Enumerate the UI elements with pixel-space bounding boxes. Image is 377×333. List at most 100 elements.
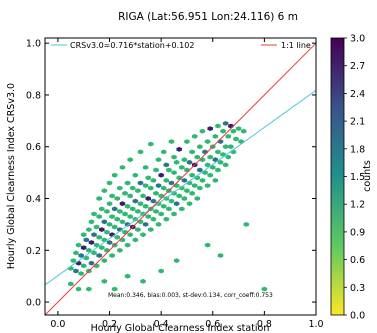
data-point: [215, 149, 221, 155]
legend: CRSv3.0=0.716*station+0.102 1:1 line: [51, 41, 311, 50]
data-point: [173, 183, 180, 188]
data-point: [124, 203, 131, 209]
x-axis-label: Hourly Global Clearness Index station: [91, 323, 270, 333]
data-point: [166, 167, 172, 173]
data-point: [114, 234, 120, 240]
data-point: [109, 214, 115, 219]
colorbar-tick-label: 0.3: [350, 283, 365, 294]
data-point: [222, 162, 229, 168]
data-point: [217, 159, 224, 165]
data-point: [210, 165, 216, 170]
data-point: [127, 214, 133, 219]
data-point: [135, 227, 141, 232]
data-point: [179, 185, 185, 191]
data-point: [135, 209, 141, 214]
data-point: [114, 196, 120, 201]
data-point: [148, 227, 154, 232]
data-point: [186, 159, 193, 165]
data-point: [166, 206, 172, 212]
fit-lines: [44, 42, 317, 316]
data-point: [189, 190, 195, 196]
data-point: [91, 250, 97, 256]
data-point: [96, 214, 102, 219]
data-point: [78, 271, 84, 276]
data-point: [117, 209, 123, 214]
colorbar-tick-label: 0.0: [350, 311, 365, 322]
plot-frame: [44, 37, 317, 316]
data-point: [124, 222, 131, 227]
identity-line: [44, 42, 317, 316]
data-point: [137, 149, 144, 155]
data-point: [163, 216, 170, 222]
data-point: [83, 237, 90, 243]
data-point: [261, 286, 268, 292]
colorbar-tick-label: 2.7: [350, 61, 365, 72]
data-point: [78, 253, 84, 258]
data-point: [137, 180, 144, 186]
data-point: [127, 193, 133, 199]
data-point: [222, 121, 229, 126]
data-point: [101, 219, 108, 225]
data-point: [194, 154, 200, 160]
data-point: [140, 278, 146, 284]
data-point: [124, 242, 131, 248]
data-point: [191, 134, 198, 139]
data-point: [158, 268, 164, 274]
data-point: [124, 273, 131, 279]
x-tick-label: 0.8: [257, 319, 272, 330]
data-point: [179, 165, 185, 170]
data-point: [197, 185, 203, 191]
data-point: [142, 183, 149, 188]
data-point: [207, 154, 213, 160]
data-point: [145, 214, 151, 219]
x-tick-label: 0.6: [205, 319, 220, 330]
data-point: [80, 245, 87, 251]
data-point: [215, 123, 221, 129]
data-point: [184, 139, 190, 144]
data-point: [241, 128, 247, 134]
data-point: [106, 240, 113, 245]
data-point: [161, 203, 167, 209]
y-tick-label: 0.6: [26, 142, 41, 153]
data-point: [88, 240, 95, 245]
data-point: [181, 157, 188, 163]
y-tick-label: 0.8: [26, 90, 41, 101]
data-point: [197, 167, 203, 173]
data-point: [119, 219, 126, 225]
data-point: [75, 286, 82, 292]
data-point: [168, 180, 175, 186]
data-point: [111, 172, 118, 178]
colorbar-tick-label: 1.5: [350, 172, 365, 183]
data-point: [137, 201, 144, 207]
data-point: [111, 224, 118, 230]
data-point: [75, 260, 82, 266]
x-tick-label: 0.0: [50, 319, 65, 330]
data-point: [68, 281, 74, 287]
data-point: [88, 219, 95, 225]
data-point: [207, 172, 213, 178]
data-point: [119, 201, 126, 207]
data-point: [106, 222, 113, 227]
data-point: [148, 185, 154, 191]
data-point: [109, 193, 115, 199]
data-point: [228, 144, 234, 150]
x-axis-ticks: 0.0 0.2 0.4 0.6 0.8 1.0: [50, 38, 324, 330]
data-point: [197, 144, 203, 150]
data-point: [153, 209, 159, 214]
colorbar-label: counts: [362, 160, 373, 192]
data-point: [99, 227, 105, 232]
data-point: [181, 178, 188, 183]
data-point: [150, 216, 157, 222]
data-point: [158, 211, 164, 217]
data-point: [132, 172, 139, 178]
data-point: [93, 224, 100, 230]
data-point: [127, 232, 133, 238]
data-point: [184, 188, 190, 194]
data-point: [96, 253, 102, 258]
x-tick-label: 0.2: [102, 319, 117, 330]
data-point: [101, 237, 108, 243]
data-point: [117, 227, 123, 232]
data-point: [204, 242, 211, 248]
data-point: [142, 222, 149, 227]
